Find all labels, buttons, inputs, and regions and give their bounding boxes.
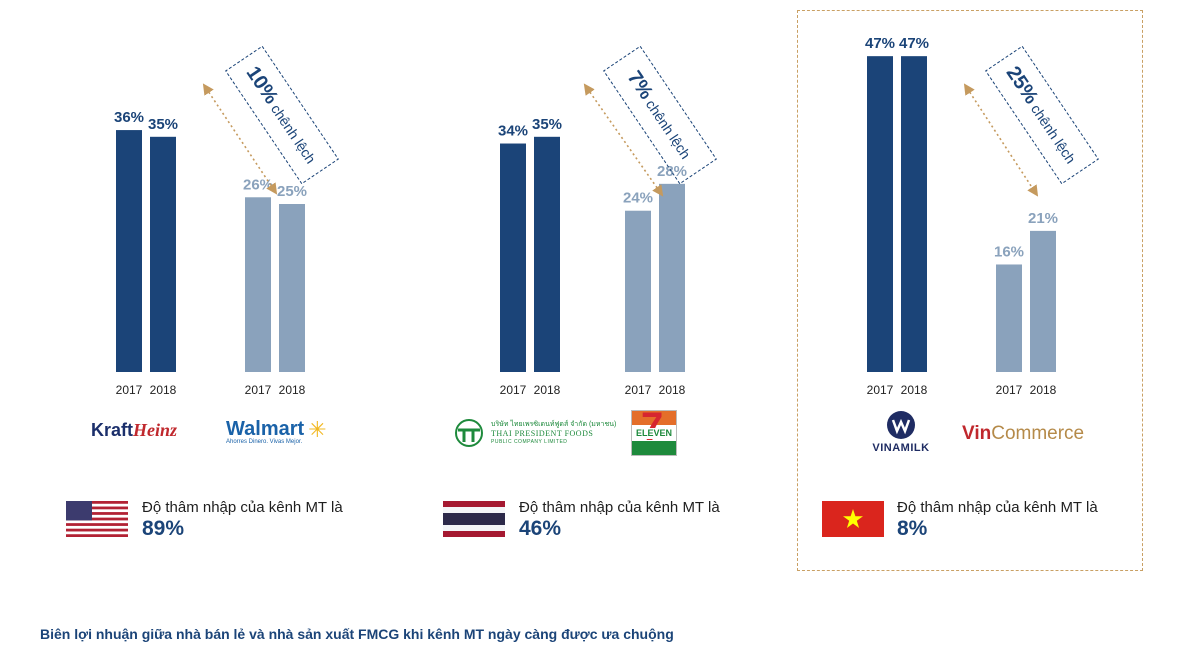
us-tick-label-1-2017: 2017 (245, 383, 272, 397)
vietnam-value-label-1-2018: 21% (1028, 210, 1058, 227)
kraft-text: Kraft (91, 420, 134, 440)
us-tick-label-0-2018: 2018 (150, 383, 177, 397)
vietnam-tick-label-0-2018: 2018 (901, 383, 928, 397)
us-tick-label-1-2018: 2018 (279, 383, 306, 397)
tpf-emblem-icon (455, 419, 483, 447)
thailand-tick-label-0-2017: 2017 (500, 383, 527, 397)
penetration-thailand-value: 46% (519, 517, 562, 540)
us-gap-text: chênh lệch (268, 101, 319, 166)
vietnam-bar-0-2017 (867, 56, 893, 372)
vietnam-bar-0-2018 (901, 56, 927, 372)
walmart-spark-icon: ✳ (308, 416, 327, 442)
us-value-label-0-2017: 36% (114, 109, 144, 126)
us-bar-0-2018 (150, 136, 176, 372)
vinamilk-emblem-icon (887, 411, 915, 439)
us-value-label-0-2018: 35% (148, 116, 178, 133)
thailand-bar-1-2018 (659, 183, 685, 372)
us-tick-label-0-2017: 2017 (116, 383, 143, 397)
vietnam-highlight-box (797, 10, 1143, 571)
commerce-text: Commerce (991, 423, 1085, 444)
us-bar-1-2018 (279, 204, 305, 372)
thailand-bar-0-2018 (534, 136, 560, 372)
us-gap-box: 10%chênh lệch (225, 45, 339, 185)
vietnam-tick-label-0-2017: 2017 (867, 383, 894, 397)
vincommerce-logo: VinCommerce (962, 423, 1084, 445)
thailand-tick-label-0-2018: 2018 (534, 383, 561, 397)
vietnam-gap-label: 25%chênh lệch (1002, 63, 1083, 168)
vietnam-bar-1-2018 (1030, 230, 1056, 372)
vinamilk-text: VINAMILK (872, 442, 930, 454)
vietnam-value-label-0-2017: 47% (865, 35, 895, 52)
penetration-vietnam-value: 8% (897, 517, 928, 540)
vietnam-gap-box: 25%chênh lệch (985, 45, 1099, 185)
vietnam-gap-arrow (963, 83, 1039, 197)
penetration-vietnam: Độ thâm nhập của kênh MT là 8% (897, 499, 1098, 541)
chart-caption: Biên lợi nhuận giữa nhà bán lẻ và nhà sả… (40, 626, 674, 642)
tpf-thai-name: บริษัท ไทยเพรซิเดนท์ฟูดส์ จำกัด (มหาชน) (491, 421, 617, 428)
walmart-text: Walmart (226, 418, 305, 440)
thailand-value-label-1-2018: 28% (657, 163, 687, 180)
us-flag (66, 501, 128, 537)
thailand-value-label-0-2017: 34% (498, 123, 528, 140)
tpf-english-name: THAI PRESIDENT FOODS (491, 429, 594, 438)
thailand-value-label-1-2017: 24% (623, 190, 653, 207)
penetration-us: Độ thâm nhập của kênh MT là 89% (142, 499, 343, 541)
vietnam-gap-value: 25% (1002, 63, 1043, 109)
penetration-thailand: Độ thâm nhập của kênh MT là 46% (519, 499, 720, 541)
us-gap-arrow (202, 83, 278, 195)
penetration-thailand-text: Độ thâm nhập của kênh MT là (519, 499, 720, 516)
thailand-bar-0-2017 (500, 143, 526, 372)
us-gap-label: 10%chênh lệch (242, 63, 323, 168)
us-gap-value: 10% (242, 63, 283, 109)
vinamilk-logo: VINAMILK (866, 410, 936, 454)
thailand-gap-value: 7% (623, 67, 658, 103)
us-bar-0-2017 (116, 130, 142, 372)
us-value-label-1-2017: 26% (243, 176, 273, 193)
penetration-us-text: Độ thâm nhập của kênh MT là (142, 499, 343, 516)
vietnam-flag (822, 501, 884, 537)
vietnam-gap-text: chênh lệch (1028, 101, 1079, 166)
vin-text: Vin (962, 423, 992, 444)
heinz-text: Heinz (133, 420, 178, 440)
thailand-flag (443, 501, 505, 537)
vietnam-value-label-0-2018: 47% (899, 35, 929, 52)
us-value-label-1-2018: 25% (277, 183, 307, 200)
seven-number: 7 (641, 405, 664, 449)
vietnam-bar-1-2017 (996, 264, 1022, 372)
seven-eleven-logo: 7 ELEVEN (631, 405, 677, 456)
thailand-value-label-0-2018: 35% (532, 116, 562, 133)
thailand-gap-text: chênh lệch (643, 97, 694, 162)
penetration-vietnam-text: Độ thâm nhập của kênh MT là (897, 499, 1098, 516)
thailand-bar-1-2017 (625, 210, 651, 372)
penetration-us-value: 89% (142, 517, 185, 540)
vietnam-tick-label-1-2018: 2018 (1030, 383, 1057, 397)
thailand-tick-label-1-2017: 2017 (625, 383, 652, 397)
vietnam-value-label-1-2017: 16% (994, 243, 1024, 260)
us-bar-1-2017 (245, 197, 271, 372)
thailand-gap-arrow (583, 83, 664, 197)
tpf-sub-name: PUBLIC COMPANY LIMITED (491, 439, 568, 445)
walmart-tagline: Ahorres Dinero. Vivas Mejor. (226, 439, 303, 445)
vietnam-tick-label-1-2017: 2017 (996, 383, 1023, 397)
thai-president-foods-logo: บริษัท ไทยเพรซิเดนท์ฟูดส์ จำกัด (มหาชน) … (451, 418, 616, 448)
walmart-logo: Walmart ✳ Ahorres Dinero. Vivas Mejor. (226, 418, 327, 445)
kraftheinz-logo: KraftHeinz (91, 420, 177, 441)
seven-eleven-text: ELEVEN (634, 428, 674, 439)
thailand-tick-label-1-2018: 2018 (659, 383, 686, 397)
